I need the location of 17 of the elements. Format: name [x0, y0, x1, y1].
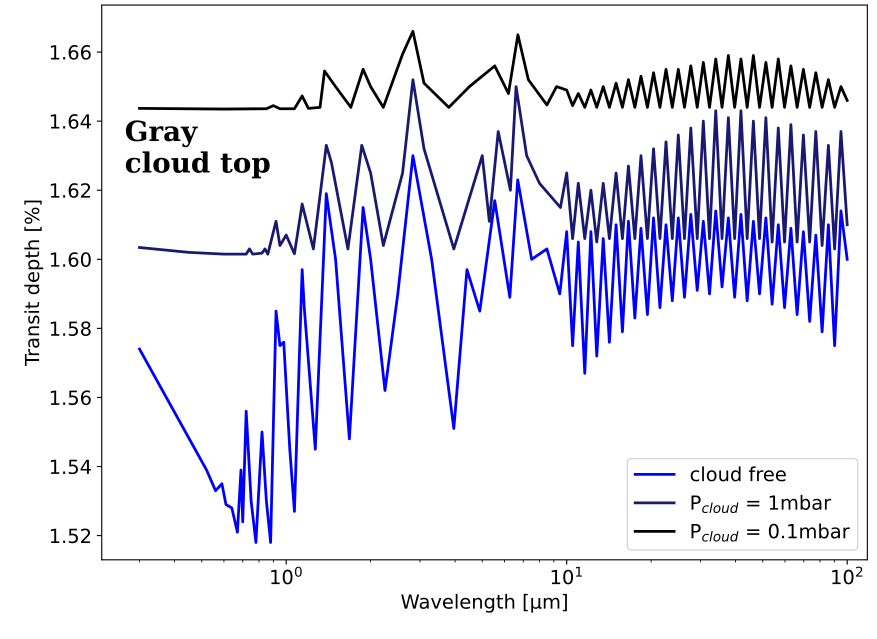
legend-label: cloud free [690, 466, 786, 482]
x-tick-label: 10$^{2}$ [832, 566, 862, 584]
legend-label: P$_{cloud}$ = 1mbar [692, 494, 832, 514]
y-tick-label: 1.60 [50, 252, 91, 267]
y-tick-label: 1.52 [50, 528, 90, 544]
x-tick-label: 10$^{1}$ [552, 566, 582, 584]
y-tick-label: 1.66 [50, 45, 91, 60]
y-tick-label: 1.54 [50, 460, 91, 474]
annotation: Gray cloud top [126, 120, 270, 178]
legend-label: P$_{cloud}$ = 0.1mbar [692, 523, 850, 542]
y-tick-label: 1.62 [50, 183, 90, 198]
y-tick-label: 1.56 [50, 390, 91, 406]
y-tick-label: 1.64 [50, 114, 91, 129]
y-axis-title: Transit depth [%] [24, 200, 44, 366]
x-axis-title: Wavelength [µm] [401, 594, 567, 613]
x-tick-label: 10$^{0}$ [271, 566, 302, 584]
y-tick-label: 1.58 [50, 321, 91, 336]
